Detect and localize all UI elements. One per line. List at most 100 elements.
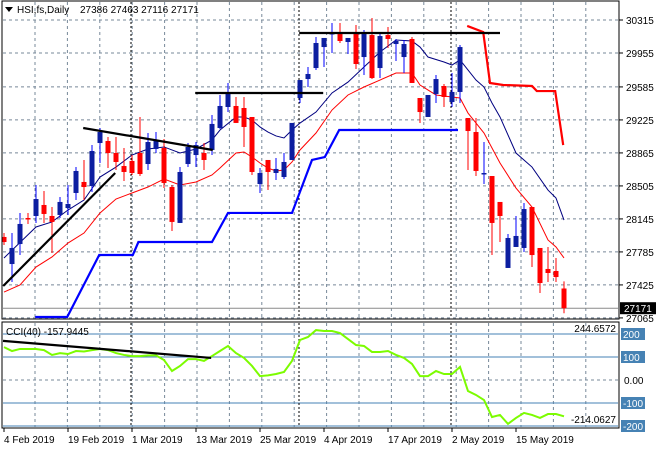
triangle-down-icon[interactable] — [5, 7, 13, 12]
candle-body — [425, 94, 431, 117]
candle-body — [305, 73, 311, 80]
candle-down — [137, 116, 143, 177]
candle-body — [257, 172, 263, 184]
candle-up — [393, 38, 399, 61]
candle-body — [313, 43, 319, 69]
trendline[interactable] — [2, 172, 116, 287]
price-tick-label: 29225 — [626, 116, 654, 127]
candle-body — [33, 199, 39, 216]
candle-down — [473, 117, 479, 177]
candle-up — [377, 33, 383, 79]
candle-up — [361, 29, 367, 76]
candle-body — [185, 146, 191, 165]
candle-up — [273, 157, 279, 180]
candle-body — [361, 34, 367, 58]
candle-down — [41, 190, 47, 223]
candle-up — [433, 75, 439, 103]
candle-up — [33, 185, 39, 223]
cci-min-label: -214.0627 — [571, 415, 616, 426]
trendlines[interactable] — [2, 31, 500, 287]
candle-body — [225, 92, 231, 107]
price-tick-label: 28505 — [626, 182, 654, 193]
cci-level-box — [621, 328, 645, 340]
candle-body — [289, 122, 295, 160]
time-tick-label: 25 Mar 2019 — [260, 435, 317, 446]
candle-body — [497, 201, 503, 216]
candle-down — [81, 159, 87, 201]
candle-body — [161, 147, 167, 183]
candle-up — [257, 168, 263, 193]
candle-body — [297, 80, 303, 99]
candle-body — [153, 139, 159, 149]
candle-body — [129, 160, 135, 173]
candle-down — [553, 257, 559, 282]
candle-body — [449, 91, 455, 103]
candle-down — [417, 98, 423, 123]
time-tick-label: 17 Apr 2019 — [388, 435, 442, 446]
time-tick-label: 15 May 2019 — [516, 435, 574, 446]
price-tick-label: 28865 — [626, 149, 654, 160]
time-tick-label: 13 Mar 2019 — [196, 435, 253, 446]
candles — [1, 17, 567, 314]
candle-up — [401, 39, 407, 73]
candle-body — [481, 172, 487, 175]
candle-down — [249, 116, 255, 176]
candle-body — [561, 288, 567, 309]
candle-body — [353, 34, 359, 65]
candle-body — [57, 201, 63, 215]
candle-body — [529, 207, 535, 256]
candle-body — [393, 40, 399, 45]
trendline[interactable] — [83, 126, 213, 152]
candle-body — [521, 209, 527, 248]
candle-body — [17, 223, 23, 245]
cci-max-label: 244.6572 — [574, 324, 616, 335]
candle-down — [369, 17, 375, 80]
candle-down — [265, 159, 271, 191]
cci-level-box — [621, 420, 645, 432]
cci-level-label: 200 — [623, 330, 640, 341]
candle-down — [169, 185, 175, 232]
candle-body — [97, 132, 103, 144]
candle-down — [561, 281, 567, 314]
candle-body — [409, 38, 415, 83]
candle-body — [65, 203, 71, 209]
candle-down — [497, 201, 503, 243]
candle-body — [9, 247, 15, 265]
candle-body — [113, 153, 119, 162]
candle-up — [217, 94, 223, 129]
candle-up — [97, 127, 103, 164]
candle-body — [273, 168, 279, 173]
candle-down — [25, 212, 31, 224]
candle-up — [321, 37, 327, 68]
candle-body — [441, 86, 447, 98]
candle-body — [1, 236, 7, 243]
candle-up — [73, 167, 79, 201]
candle-body — [417, 98, 423, 113]
candle-up — [289, 122, 295, 160]
candle-body — [489, 176, 495, 223]
candle-down — [161, 138, 167, 189]
cci-label: CCI(40) -157.9445 — [6, 327, 89, 338]
candle-body — [145, 142, 151, 165]
candle-up — [297, 80, 303, 103]
candle-down — [49, 207, 55, 254]
channel-high-line — [466, 24, 565, 146]
price-tick-label: 30315 — [626, 16, 654, 27]
candle-down — [1, 233, 7, 246]
candle-body — [321, 37, 327, 48]
candle-body — [249, 116, 255, 172]
candle-body — [105, 141, 111, 154]
price-tick-label: 27425 — [626, 281, 654, 292]
candle-down — [129, 155, 135, 176]
candle-up — [513, 215, 519, 247]
cci-trendline — [2, 339, 212, 360]
candle-down — [545, 246, 551, 282]
candle-up — [457, 45, 463, 103]
candle-up — [9, 233, 15, 282]
symbol-label: HSI,fs,Daily — [17, 5, 69, 16]
price-tick-label: 27065 — [626, 314, 654, 325]
cci-zero-label: 0.00 — [624, 376, 644, 387]
channel-low-line — [35, 128, 458, 319]
